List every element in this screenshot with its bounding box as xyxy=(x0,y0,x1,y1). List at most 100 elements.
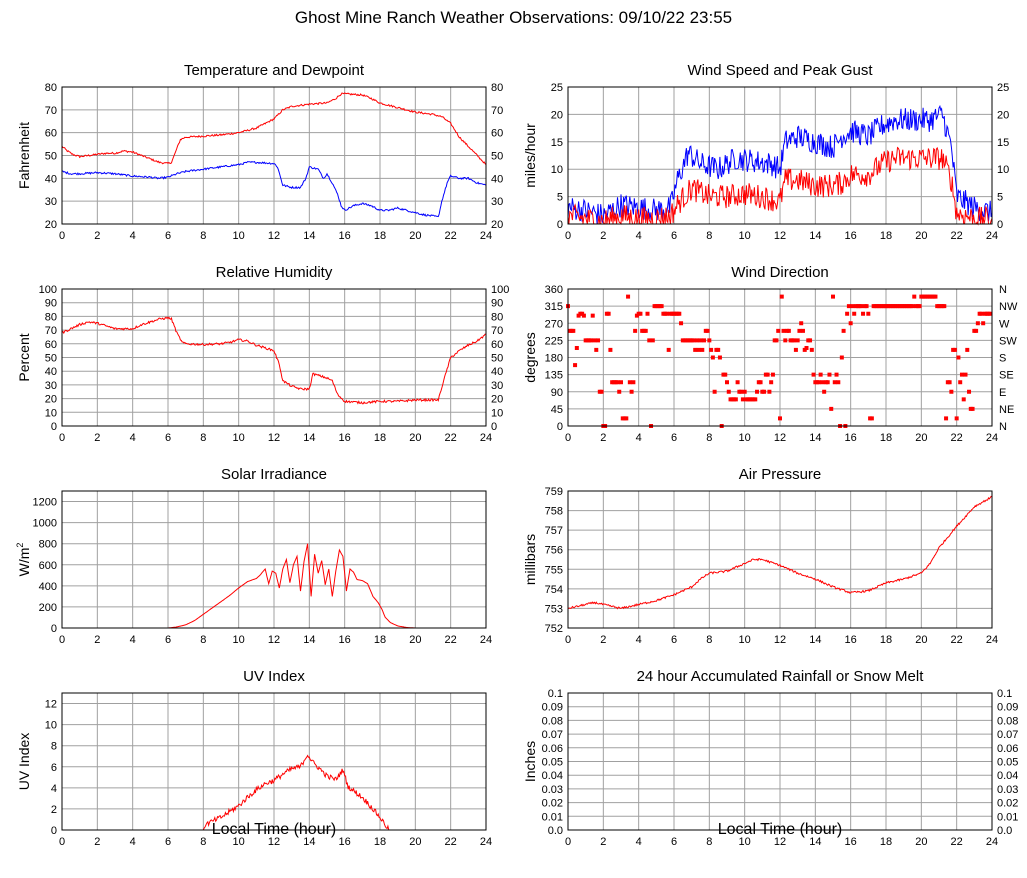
wind-direction-point xyxy=(910,304,915,309)
wind-speed-x-tick-label: 20 xyxy=(915,230,927,242)
rainfall-x-tick-label: 0 xyxy=(565,836,571,848)
wind-direction-point xyxy=(831,294,835,299)
wind-direction-compass-label: NE xyxy=(999,404,1014,416)
rainfall-y-tick-label: 0.06 xyxy=(542,743,563,755)
temperature-x-tick-label: 22 xyxy=(445,230,457,242)
wind-direction-point xyxy=(742,389,747,394)
wind-direction-x-tick-label: 22 xyxy=(951,432,963,444)
wind-direction-compass-label: SE xyxy=(999,370,1014,382)
rainfall-y-tick-label-right: 0.06 xyxy=(997,743,1018,755)
wind-speed-y-tick-label: 15 xyxy=(551,137,563,149)
wind-direction-compass-label: NW xyxy=(999,301,1018,313)
wind-direction-point xyxy=(638,311,643,316)
temperature-x-tick-label: 12 xyxy=(268,230,280,242)
humidity-y-tick-label: 10 xyxy=(45,407,57,419)
humidity-x-tick-label: 4 xyxy=(130,432,136,444)
pressure-series-0 xyxy=(567,495,993,610)
rainfall-x-tick-label: 12 xyxy=(774,836,786,848)
wind-direction-point xyxy=(650,338,655,343)
temperature-y-tick-label: 20 xyxy=(45,219,57,231)
humidity-frame xyxy=(61,288,487,427)
wind-direction-point xyxy=(781,328,786,333)
temperature-x-tick-label: 0 xyxy=(59,230,65,242)
wind-direction-point xyxy=(954,416,959,421)
uv-x-tick-label: 22 xyxy=(445,836,457,848)
temperature-x-tick-label: 18 xyxy=(374,230,386,242)
rainfall-x-tick-label: 22 xyxy=(951,836,963,848)
humidity-y-tick-label-right: 50 xyxy=(491,353,503,365)
wind-direction-point xyxy=(846,304,851,309)
pressure-y-tick-label: 754 xyxy=(545,584,563,596)
wind-speed-x-tick-label: 0 xyxy=(565,230,571,242)
wind-direction-x-tick-label: 24 xyxy=(986,432,998,444)
humidity-y-tick-label-right: 70 xyxy=(491,325,503,337)
solar-y-tick-label: 1200 xyxy=(33,497,57,509)
pressure-x-tick-label: 0 xyxy=(565,634,571,646)
wind-direction-title: Wind Direction xyxy=(731,264,829,281)
humidity-x-tick-label: 12 xyxy=(268,432,280,444)
wind-direction-point xyxy=(573,363,578,368)
rainfall-x-tick-label: 4 xyxy=(636,836,642,848)
rainfall-y-tick-label: 0.01 xyxy=(542,811,563,823)
uv-y-tick-label: 6 xyxy=(51,762,57,774)
temperature-title: Temperature and Dewpoint xyxy=(184,62,365,79)
humidity-y-tick-label: 20 xyxy=(45,394,57,406)
solar-y-tick-label: 600 xyxy=(39,560,57,572)
wind-direction-point xyxy=(958,380,963,385)
wind-direction-point xyxy=(698,338,703,343)
wind-direction-compass-label: N xyxy=(999,421,1007,433)
wind-direction-x-tick-label: 10 xyxy=(739,432,751,444)
wind-direction-point xyxy=(725,380,729,385)
wind-direction-point xyxy=(799,321,804,326)
wind-speed-frame xyxy=(567,86,993,225)
solar-x-tick-label: 2 xyxy=(94,634,100,646)
wind-speed-y-tick-label-right: 20 xyxy=(997,109,1009,121)
wind-speed-y-tick-label: 0 xyxy=(557,219,563,231)
rainfall-chart: 24 hour Accumulated Rainfall or Snow Mel… xyxy=(522,668,1018,848)
uv-x-tick-label: 18 xyxy=(374,836,386,848)
humidity-y-tick-label-right: 80 xyxy=(491,311,503,323)
humidity-y-tick-label-right: 20 xyxy=(491,394,503,406)
wind-direction-point xyxy=(970,406,975,411)
uv-x-tick-label: 24 xyxy=(480,836,492,848)
wind-direction-point xyxy=(608,347,613,352)
rainfall-y-tick-label: 0.09 xyxy=(542,702,563,714)
wind-direction-x-tick-label: 4 xyxy=(636,432,642,444)
pressure-y-tick-label: 752 xyxy=(545,623,563,635)
wind-direction-x-tick-label: 2 xyxy=(600,432,606,444)
humidity-x-tick-label: 10 xyxy=(233,432,245,444)
wind-direction-point xyxy=(795,338,800,343)
rainfall-y-tick-label: 0.02 xyxy=(542,798,563,810)
wind-speed-x-tick-label: 8 xyxy=(706,230,712,242)
humidity-series-0 xyxy=(61,316,487,405)
wind-direction-point xyxy=(963,372,968,377)
rainfall-y-tick-label-right: 0.07 xyxy=(997,729,1018,741)
wind-direction-point xyxy=(596,338,601,343)
rainfall-x-tick-label: 24 xyxy=(986,836,998,848)
pressure-y-tick-label: 757 xyxy=(545,525,563,537)
solar-x-tick-label: 0 xyxy=(59,634,65,646)
temperature-y-tick-label: 30 xyxy=(45,196,57,208)
wind-speed-x-tick-label: 2 xyxy=(600,230,606,242)
uv-title: UV Index xyxy=(243,668,305,685)
wind-direction-y-tick-label: 360 xyxy=(545,284,563,296)
uv-x-tick-label: 2 xyxy=(94,836,100,848)
wind-direction-x-tick-label: 0 xyxy=(565,432,571,444)
wind-direction-point xyxy=(974,328,979,333)
humidity-x-tick-label: 2 xyxy=(94,432,100,444)
wind-direction-point xyxy=(981,321,986,326)
wind-direction-compass-label: N xyxy=(999,284,1007,296)
wind-direction-point xyxy=(735,380,740,385)
wind-direction-point xyxy=(793,347,798,352)
temperature-y-tick-label-right: 30 xyxy=(491,196,503,208)
wind-direction-point xyxy=(774,338,779,343)
wind-direction-point xyxy=(767,389,772,394)
temperature-y-tick-label-right: 80 xyxy=(491,82,503,94)
wind-speed-y-tick-label: 5 xyxy=(557,192,563,204)
pressure-x-tick-label: 16 xyxy=(845,634,857,646)
rainfall-x-tick-label: 18 xyxy=(880,836,892,848)
pressure-x-tick-label: 6 xyxy=(671,634,677,646)
